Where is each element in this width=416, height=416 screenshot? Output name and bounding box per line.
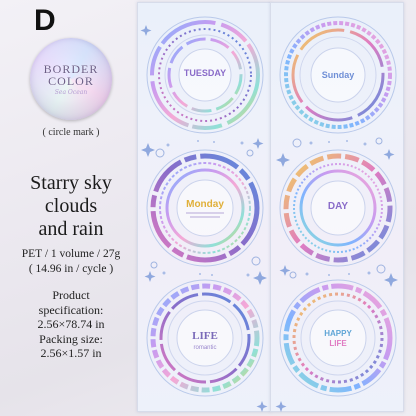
sticker-3-text: LIFE	[192, 330, 218, 342]
product-label: Product	[52, 288, 90, 302]
spec-material: PET / 1 volume / 27g	[21, 248, 121, 260]
spec-cycle: ( 14.96 in / cycle )	[28, 263, 114, 275]
sticker-3-subtext: romantic	[193, 345, 216, 351]
sticker-circle-3	[146, 279, 264, 397]
headline-line-1: Starry sky	[30, 172, 112, 194]
sparkle-star-icon	[275, 149, 398, 412]
sticker-strip-left-art: TUESDAY Monday LIFE romantic	[140, 16, 268, 412]
sticker-6-text: HAPPY	[324, 329, 352, 338]
sticker-1-text: TUESDAY	[184, 68, 226, 78]
brand-badge: BORDER COLOR Sea Ocean	[30, 38, 112, 120]
circle-mark-caption: ( circle mark )	[42, 127, 100, 138]
dot-ring-icon	[150, 148, 261, 269]
product-size: 2.56×78.74 in	[37, 317, 105, 331]
sticker-circle-5	[279, 149, 397, 267]
sticker-circle-4	[279, 16, 397, 134]
packing-label: Packing size:	[39, 331, 103, 346]
spec-sizes: Product specification: 2.56×78.74 in Pac…	[8, 288, 134, 361]
sticker-circle-1	[146, 16, 264, 134]
sticker-strip-left: TUESDAY Monday LIFE romantic	[137, 2, 271, 412]
packing-size: 2.56×1.57 in	[40, 346, 102, 360]
dot-ring-icon	[289, 137, 386, 279]
sticker-5-text: DAY	[328, 201, 349, 212]
badge-title-line1: BORDER	[43, 61, 99, 76]
sticker-strip-right-art: Sunday DAY HAPPY LIFE	[275, 16, 398, 412]
sticker-circle-2	[146, 149, 264, 267]
badge-title-line2: COLOR	[48, 73, 94, 88]
sticker-6-subtext: LIFE	[329, 339, 347, 348]
sticker-4-text: Sunday	[322, 70, 355, 80]
sticker-strip-right: Sunday DAY HAPPY LIFE	[270, 2, 404, 412]
headline-line-3: and rain	[38, 218, 104, 240]
sparkle-star-icon	[140, 25, 268, 412]
sticker-2-text: Monday	[186, 199, 224, 210]
sticker-circle-6	[279, 279, 397, 397]
product-spec-label: specification:	[38, 302, 104, 317]
badge-script-text: Sea Ocean	[54, 88, 88, 96]
variant-letter: D	[34, 4, 56, 37]
headline-line-2: clouds	[44, 195, 98, 217]
product-headline: Starry sky clouds and rain	[6, 172, 136, 241]
